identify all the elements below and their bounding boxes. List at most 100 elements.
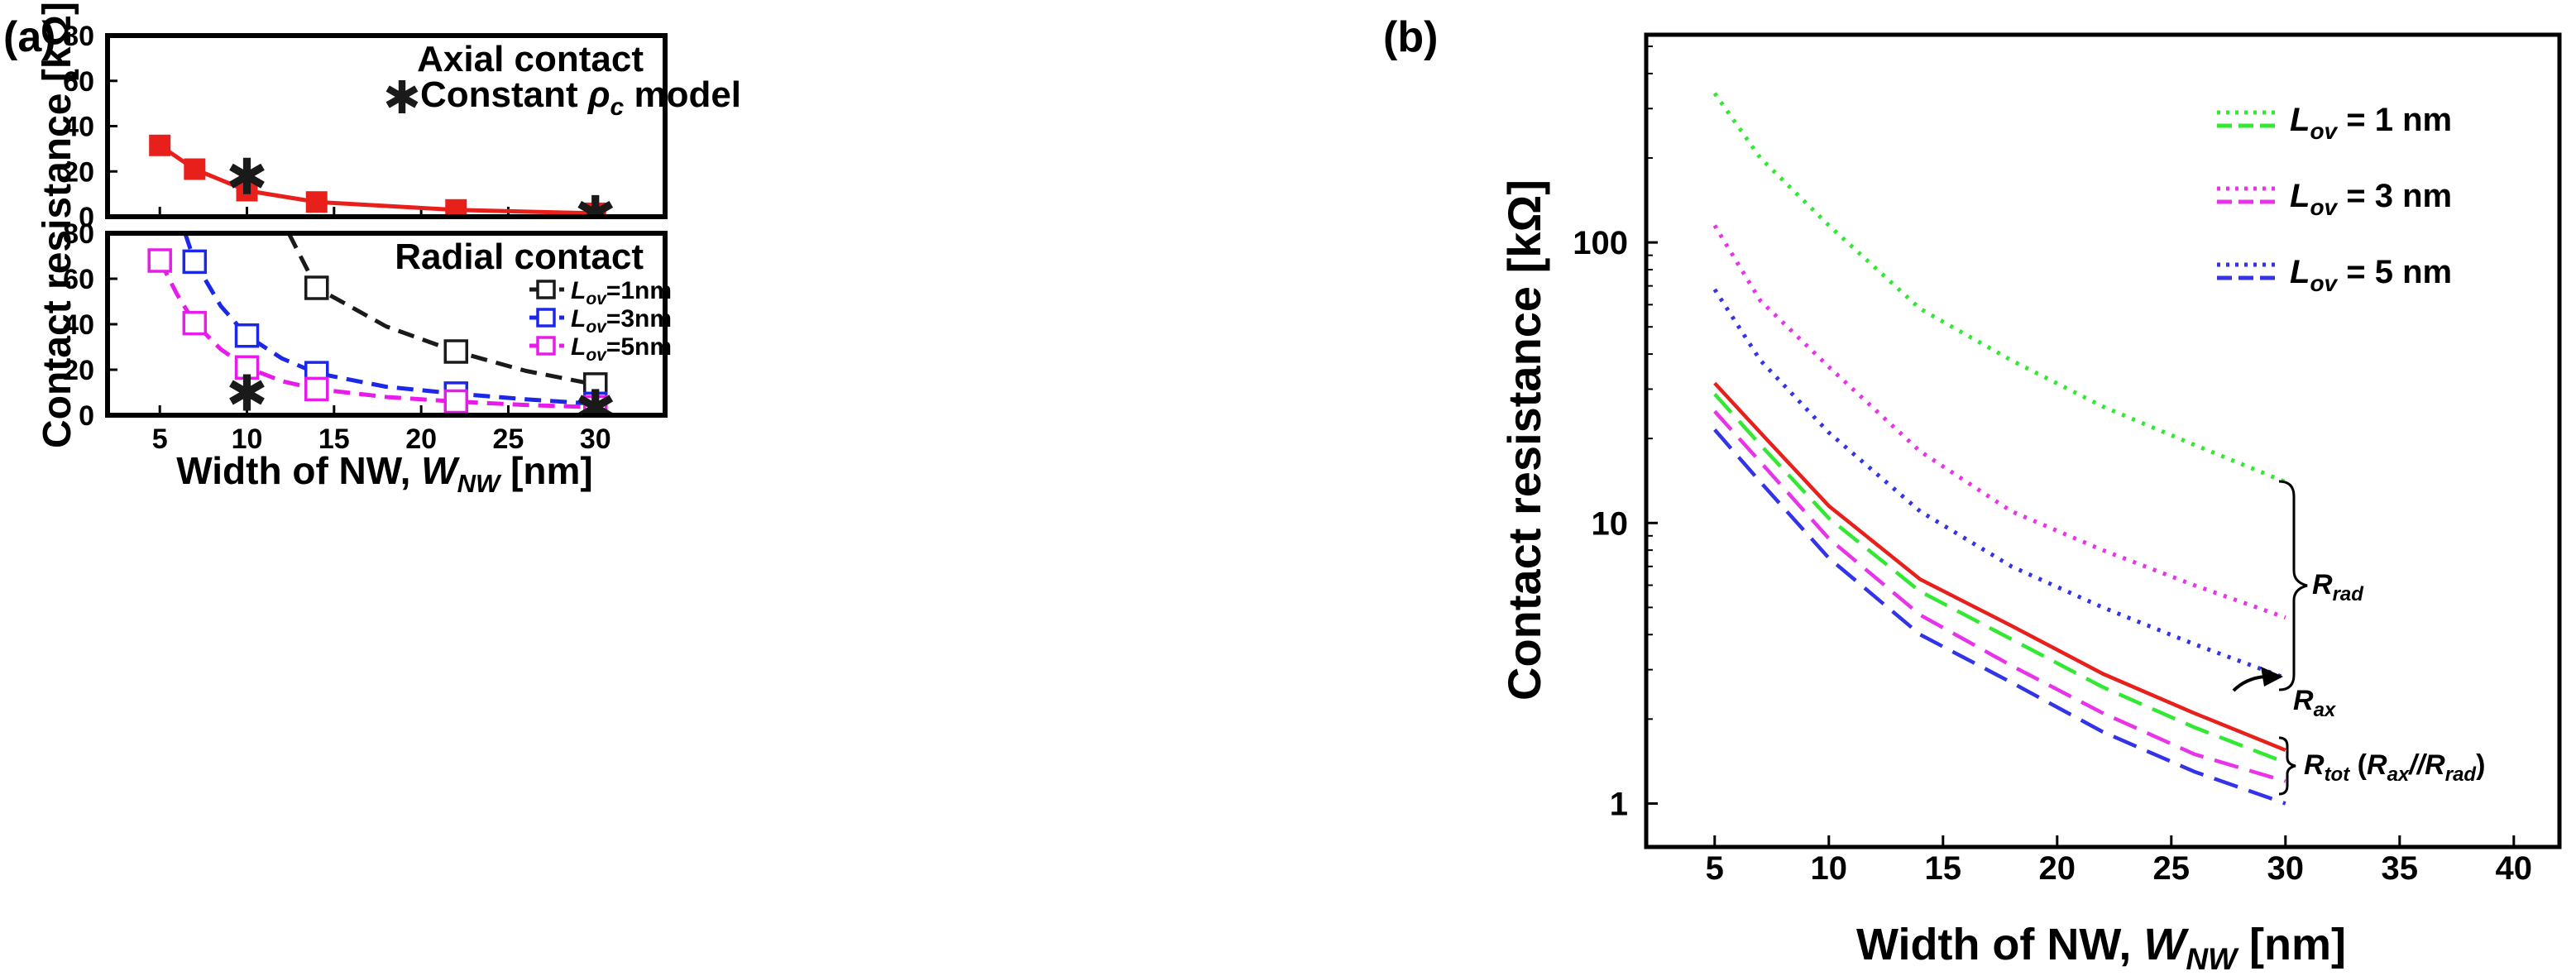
xlabel-var: W [421, 449, 460, 492]
ytick-label: 80 [63, 218, 94, 250]
series-rtot-lov-5nm [1713, 428, 2286, 806]
rrad-var: R [2312, 569, 2333, 600]
legend-var: L [2290, 102, 2310, 138]
xlabel-unit: [nm] [2237, 920, 2346, 969]
subplot-title: Axial contact [417, 39, 644, 79]
series-line [158, 143, 596, 216]
xtick-label: 25 [2153, 850, 2191, 887]
legend-sub: ov [2310, 270, 2338, 296]
xtick-label: 30 [2267, 850, 2305, 887]
rtot-paren: ( [2349, 749, 2367, 781]
data-point [182, 249, 208, 275]
legend-marker [536, 308, 556, 328]
star-point [229, 157, 265, 194]
ytick-label: 40 [63, 309, 94, 341]
xlabel-unit: [nm] [500, 449, 592, 492]
data-point [149, 134, 171, 156]
data-point [445, 199, 467, 217]
xtick-label: 40 [2496, 850, 2533, 887]
xlabel-sub: NW [457, 469, 502, 498]
legend-var: L [571, 333, 586, 361]
legend-sub: ov [586, 346, 607, 365]
xlabel-sub: NW [2186, 942, 2239, 976]
legend-entry: Lov=5nm [571, 333, 672, 365]
series-constant-model [229, 157, 614, 217]
ytick-label: 100 [1573, 225, 1628, 261]
ytick-label: 10 [1592, 505, 1629, 542]
legend-val: = 5 nm [2337, 254, 2452, 290]
legend-entry-b: Lov = 1 nm [2217, 102, 2452, 144]
series-rrad-lov-1nm [1712, 92, 2286, 485]
legend-var: L [571, 305, 586, 333]
legend-val: = 3 nm [2337, 178, 2452, 214]
ytick-label: 0 [79, 202, 94, 233]
legend-entry: Lov=3nm [571, 305, 672, 337]
legend-sub: ov [586, 318, 607, 337]
y-axis-label-b: Contact resistance [kΩ] [1498, 179, 1550, 701]
legend-sub: ov [2310, 118, 2338, 144]
data-point [305, 191, 328, 213]
subplot-frame [105, 231, 668, 418]
rax-arrowhead [2261, 667, 2283, 687]
xtick-label: 10 [232, 423, 263, 455]
legend-prefix: Constant [420, 74, 588, 115]
legend-suffix: model [624, 74, 741, 115]
subplot-frame [105, 33, 668, 219]
legend-val: =3nm [606, 305, 672, 333]
data-point [304, 376, 329, 402]
panel-b-label: (b) [1383, 13, 1438, 61]
star-point [229, 374, 265, 411]
star-point [577, 194, 614, 217]
legend-sub: ov [2310, 194, 2338, 220]
ytick-label: 20 [63, 355, 94, 386]
plot-frame [1644, 32, 2562, 849]
rax-arrow [2232, 675, 2266, 692]
xtick-label: 5 [1706, 850, 1724, 887]
rtot-var: R [2304, 749, 2325, 781]
ytick-label: 20 [63, 156, 94, 188]
rrad-sub: rad [2333, 583, 2365, 605]
xtick-label: 15 [1925, 850, 1962, 887]
xtick-label: 10 [1811, 850, 1848, 887]
rax-label: Rax [2293, 685, 2337, 721]
rtot-paren-close: ) [2476, 749, 2485, 781]
legend-entry: Lov=1nm [571, 277, 672, 309]
series-axial [149, 134, 606, 217]
ytick-label: 60 [63, 264, 94, 295]
legend-rho: ρ [587, 74, 610, 115]
legend-val: =5nm [606, 333, 672, 361]
data-point [443, 389, 468, 414]
legend-star [385, 80, 419, 113]
legend-val: =1nm [606, 277, 672, 304]
legend-var: L [2290, 254, 2310, 290]
legend-marker [536, 280, 556, 299]
data-point [184, 158, 206, 180]
y-axis-label: Contact resistance [kΩ] [36, 2, 79, 448]
xlabel-main: Width of NW, [176, 449, 421, 492]
xtick-label: 25 [493, 423, 524, 455]
ytick-label: 40 [63, 112, 94, 143]
xtick-label: 20 [405, 423, 437, 455]
legend-label: Lov = 5 nm [2290, 254, 2452, 296]
ytick-label: 0 [79, 400, 94, 432]
legend-sub: ov [586, 289, 607, 309]
series-line [183, 233, 596, 406]
legend-label: Lov = 3 nm [2290, 178, 2452, 220]
legend-constant-model: Constant ρc model [385, 74, 741, 121]
xtick-label: 20 [2039, 850, 2076, 887]
rtot-brace [2278, 736, 2296, 796]
series-rrad-lov-5nm [1712, 288, 2286, 681]
subplot-title: Radial contact [395, 237, 644, 277]
xtick-label: 5 [152, 423, 168, 455]
ytick-label: 80 [63, 21, 94, 52]
panel-a-label: (a) [3, 13, 56, 61]
series-rrad-lov-3nm [1712, 224, 2286, 620]
rtot-sep: // [2407, 749, 2427, 781]
legend-label: Lov = 1 nm [2290, 102, 2452, 144]
